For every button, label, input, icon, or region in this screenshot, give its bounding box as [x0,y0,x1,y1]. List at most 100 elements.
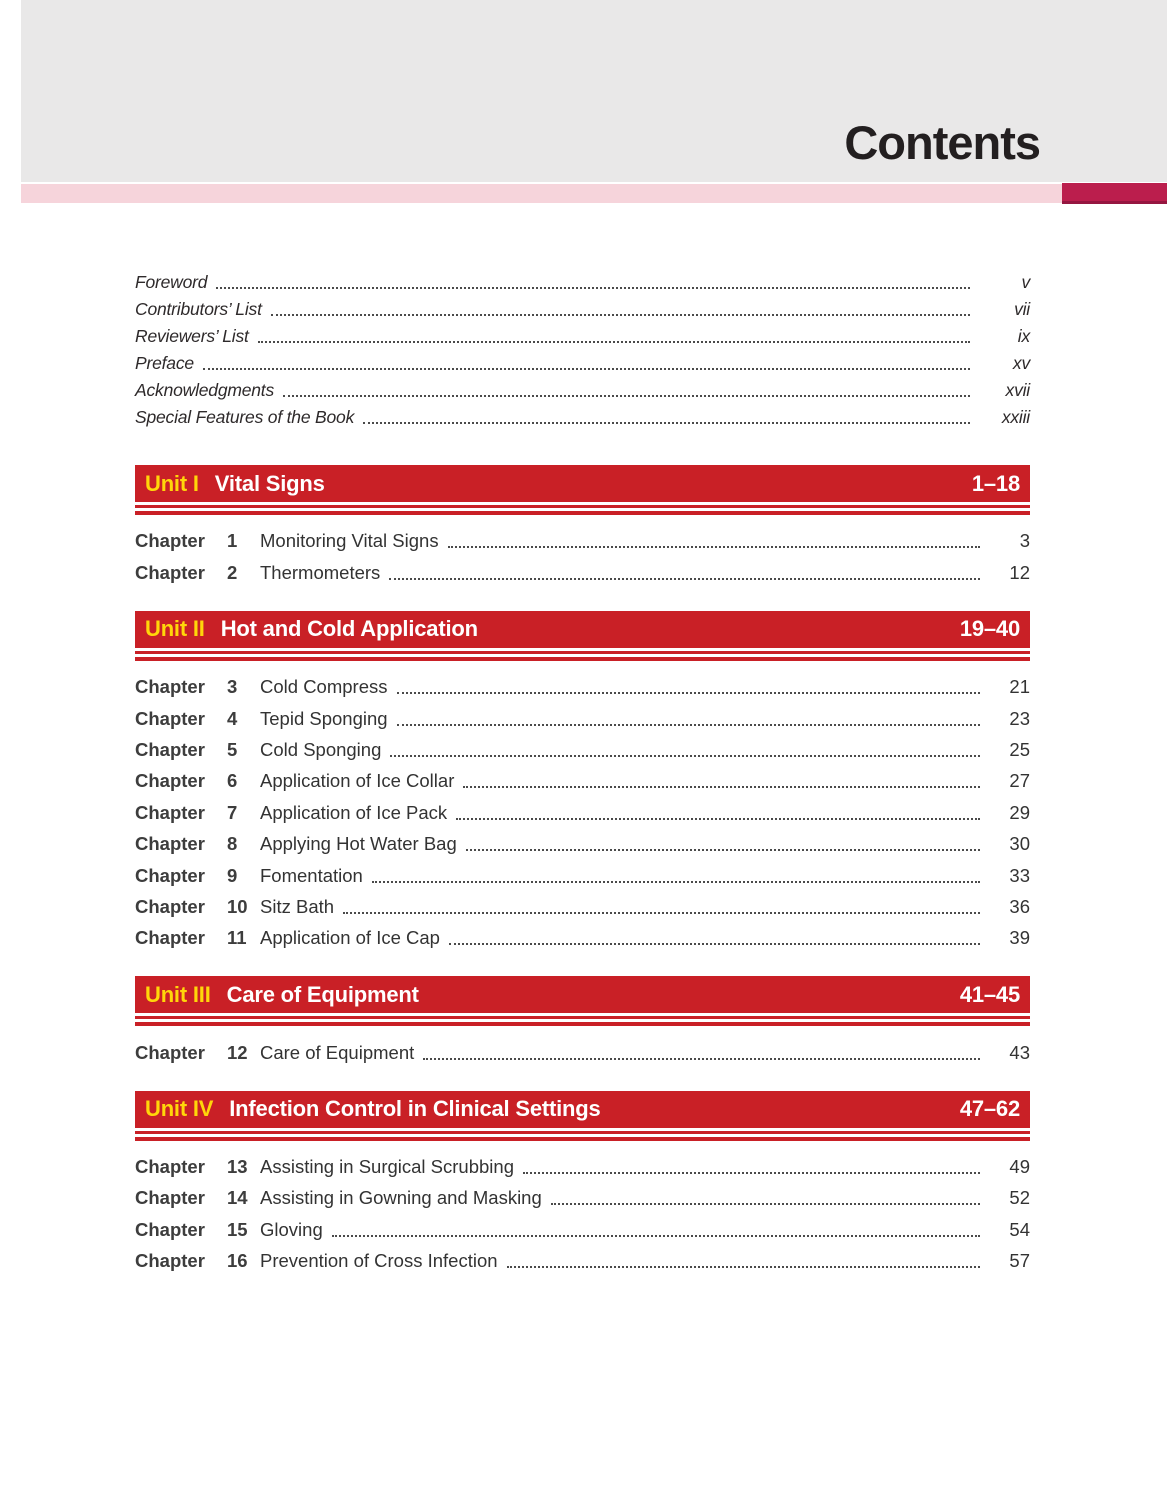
chapter-row: Chapter 6 Application of Ice Collar 27 [135,763,1030,794]
page-number: 33 [1009,864,1030,886]
banner-rule-bottom [135,1136,1030,1141]
page-number: 3 [1019,530,1030,552]
chapter-label: Chapter [135,561,205,583]
dotted-leader [463,786,980,789]
chapter-label: Chapter [135,1218,205,1240]
dotted-leader [331,1234,980,1237]
banner-rule-bottom [135,1022,1030,1027]
dotted-leader [550,1203,980,1206]
chapter-list: Chapter 3 Cold Compress 21 Chapter 4 Tep… [135,669,1030,952]
page-number: 29 [1009,801,1030,823]
page-number: ix [1017,326,1030,346]
chapter-title: Monitoring Vital Signs [260,530,439,552]
page-number: 57 [1009,1250,1030,1272]
chapter-row: Chapter 7 Application of Ice Pack 29 [135,794,1030,825]
front-matter-row: Foreword v [135,266,1030,293]
chapter-number: 4 [227,707,238,729]
chapter-title: Thermometers [260,561,381,583]
dotted-leader [202,368,970,370]
page-number: 43 [1009,1041,1030,1063]
chapter-title: Assisting in Gowning and Masking [260,1187,542,1209]
chapter-title: Application of Ice Collar [260,770,455,792]
chapter-label: Chapter [135,707,205,729]
chapter-number: 8 [227,833,238,855]
chapter-label: Chapter [135,864,205,886]
page-number: 25 [1009,738,1030,760]
page-number: 27 [1009,770,1030,792]
unit-title: Vital Signs [214,470,325,496]
chapter-row: Chapter 5 Cold Sponging 25 [135,732,1030,763]
unit-section: Unit I Vital Signs 1–18 Chapter 1 Monito… [135,465,1030,586]
chapter-number: 1 [227,530,238,552]
page-number: 39 [1009,927,1030,949]
chapter-row: Chapter 11 Application of Ice Cap 39 [135,920,1030,951]
page-number: v [1021,272,1030,292]
page-number: xv [1012,353,1030,373]
page-number: vii [1014,299,1030,319]
chapter-title: Application of Ice Cap [260,927,440,949]
front-matter-label: Foreword [135,272,208,292]
dotted-leader [257,341,970,343]
page-number: 54 [1009,1218,1030,1240]
banner-rule-top [135,1130,1030,1134]
chapter-title: Fomentation [260,864,363,886]
unit-page-range: 1–18 [971,470,1020,496]
chapter-title: Gloving [260,1218,323,1240]
chapter-row: Chapter 3 Cold Compress 21 [135,669,1030,700]
chapter-label: Chapter [135,833,205,855]
chapter-number: 3 [227,676,238,698]
chapter-list: Chapter 12 Care of Equipment 43 [135,1034,1030,1065]
chapter-number: 9 [227,864,238,886]
page-number: 30 [1009,833,1030,855]
page-number: xvii [1005,380,1031,400]
chapter-title: Care of Equipment [260,1041,415,1063]
unit-label: Unit IV [145,1096,214,1122]
dotted-leader [343,911,980,914]
dotted-leader [389,577,980,580]
unit-banner: Unit I Vital Signs 1–18 [135,465,1030,502]
dotted-leader [390,754,980,757]
chapter-label: Chapter [135,895,205,917]
chapter-number: 5 [227,738,238,760]
chapter-title: Cold Compress [260,676,388,698]
chapter-title: Applying Hot Water Bag [260,833,457,855]
chapter-number: 2 [227,561,238,583]
unit-section: Unit III Care of Equipment 41–45 Chapter… [135,976,1030,1065]
dotted-leader [216,287,970,289]
page-number: 23 [1009,707,1030,729]
unit-section: Unit IV Infection Control in Clinical Se… [135,1090,1030,1275]
chapter-title: Application of Ice Pack [260,801,448,823]
chapter-title: Assisting in Surgical Scrubbing [260,1156,514,1178]
banner-rule-bottom [135,656,1030,661]
unit-label: Unit I [145,470,199,496]
dotted-leader [396,723,980,726]
dotted-leader [283,395,970,397]
chapter-label: Chapter [135,770,205,792]
page-number: 12 [1009,561,1030,583]
chapter-row: Chapter 9 Fomentation 33 [135,857,1030,888]
chapter-row: Chapter 1 Monitoring Vital Signs 3 [135,523,1030,554]
chapter-number: 13 [227,1156,248,1178]
chapter-label: Chapter [135,927,205,949]
chapter-number: 6 [227,770,238,792]
chapter-label: Chapter [135,1156,205,1178]
unit-sections: Unit I Vital Signs 1–18 Chapter 1 Monito… [135,465,1030,1274]
chapter-label: Chapter [135,1187,205,1209]
unit-banner: Unit III Care of Equipment 41–45 [135,976,1030,1014]
chapter-number: 16 [227,1250,248,1272]
dotted-leader [423,1057,980,1060]
chapter-label: Chapter [135,801,205,823]
chapter-number: 15 [227,1218,248,1240]
dotted-leader [465,849,980,852]
page-number: xxiii [1001,407,1030,427]
chapter-label: Chapter [135,676,205,698]
unit-title: Hot and Cold Application [220,616,478,642]
dotted-leader [396,692,980,695]
chapter-row: Chapter 15 Gloving 54 [135,1211,1030,1242]
chapter-row: Chapter 10 Sitz Bath 36 [135,889,1030,920]
front-matter-row: Preface xv [135,347,1030,374]
page-number: 49 [1009,1156,1030,1178]
unit-label: Unit III [145,981,211,1007]
chapter-row: Chapter 8 Applying Hot Water Bag 30 [135,826,1030,857]
chapter-row: Chapter 4 Tepid Sponging 23 [135,700,1030,731]
